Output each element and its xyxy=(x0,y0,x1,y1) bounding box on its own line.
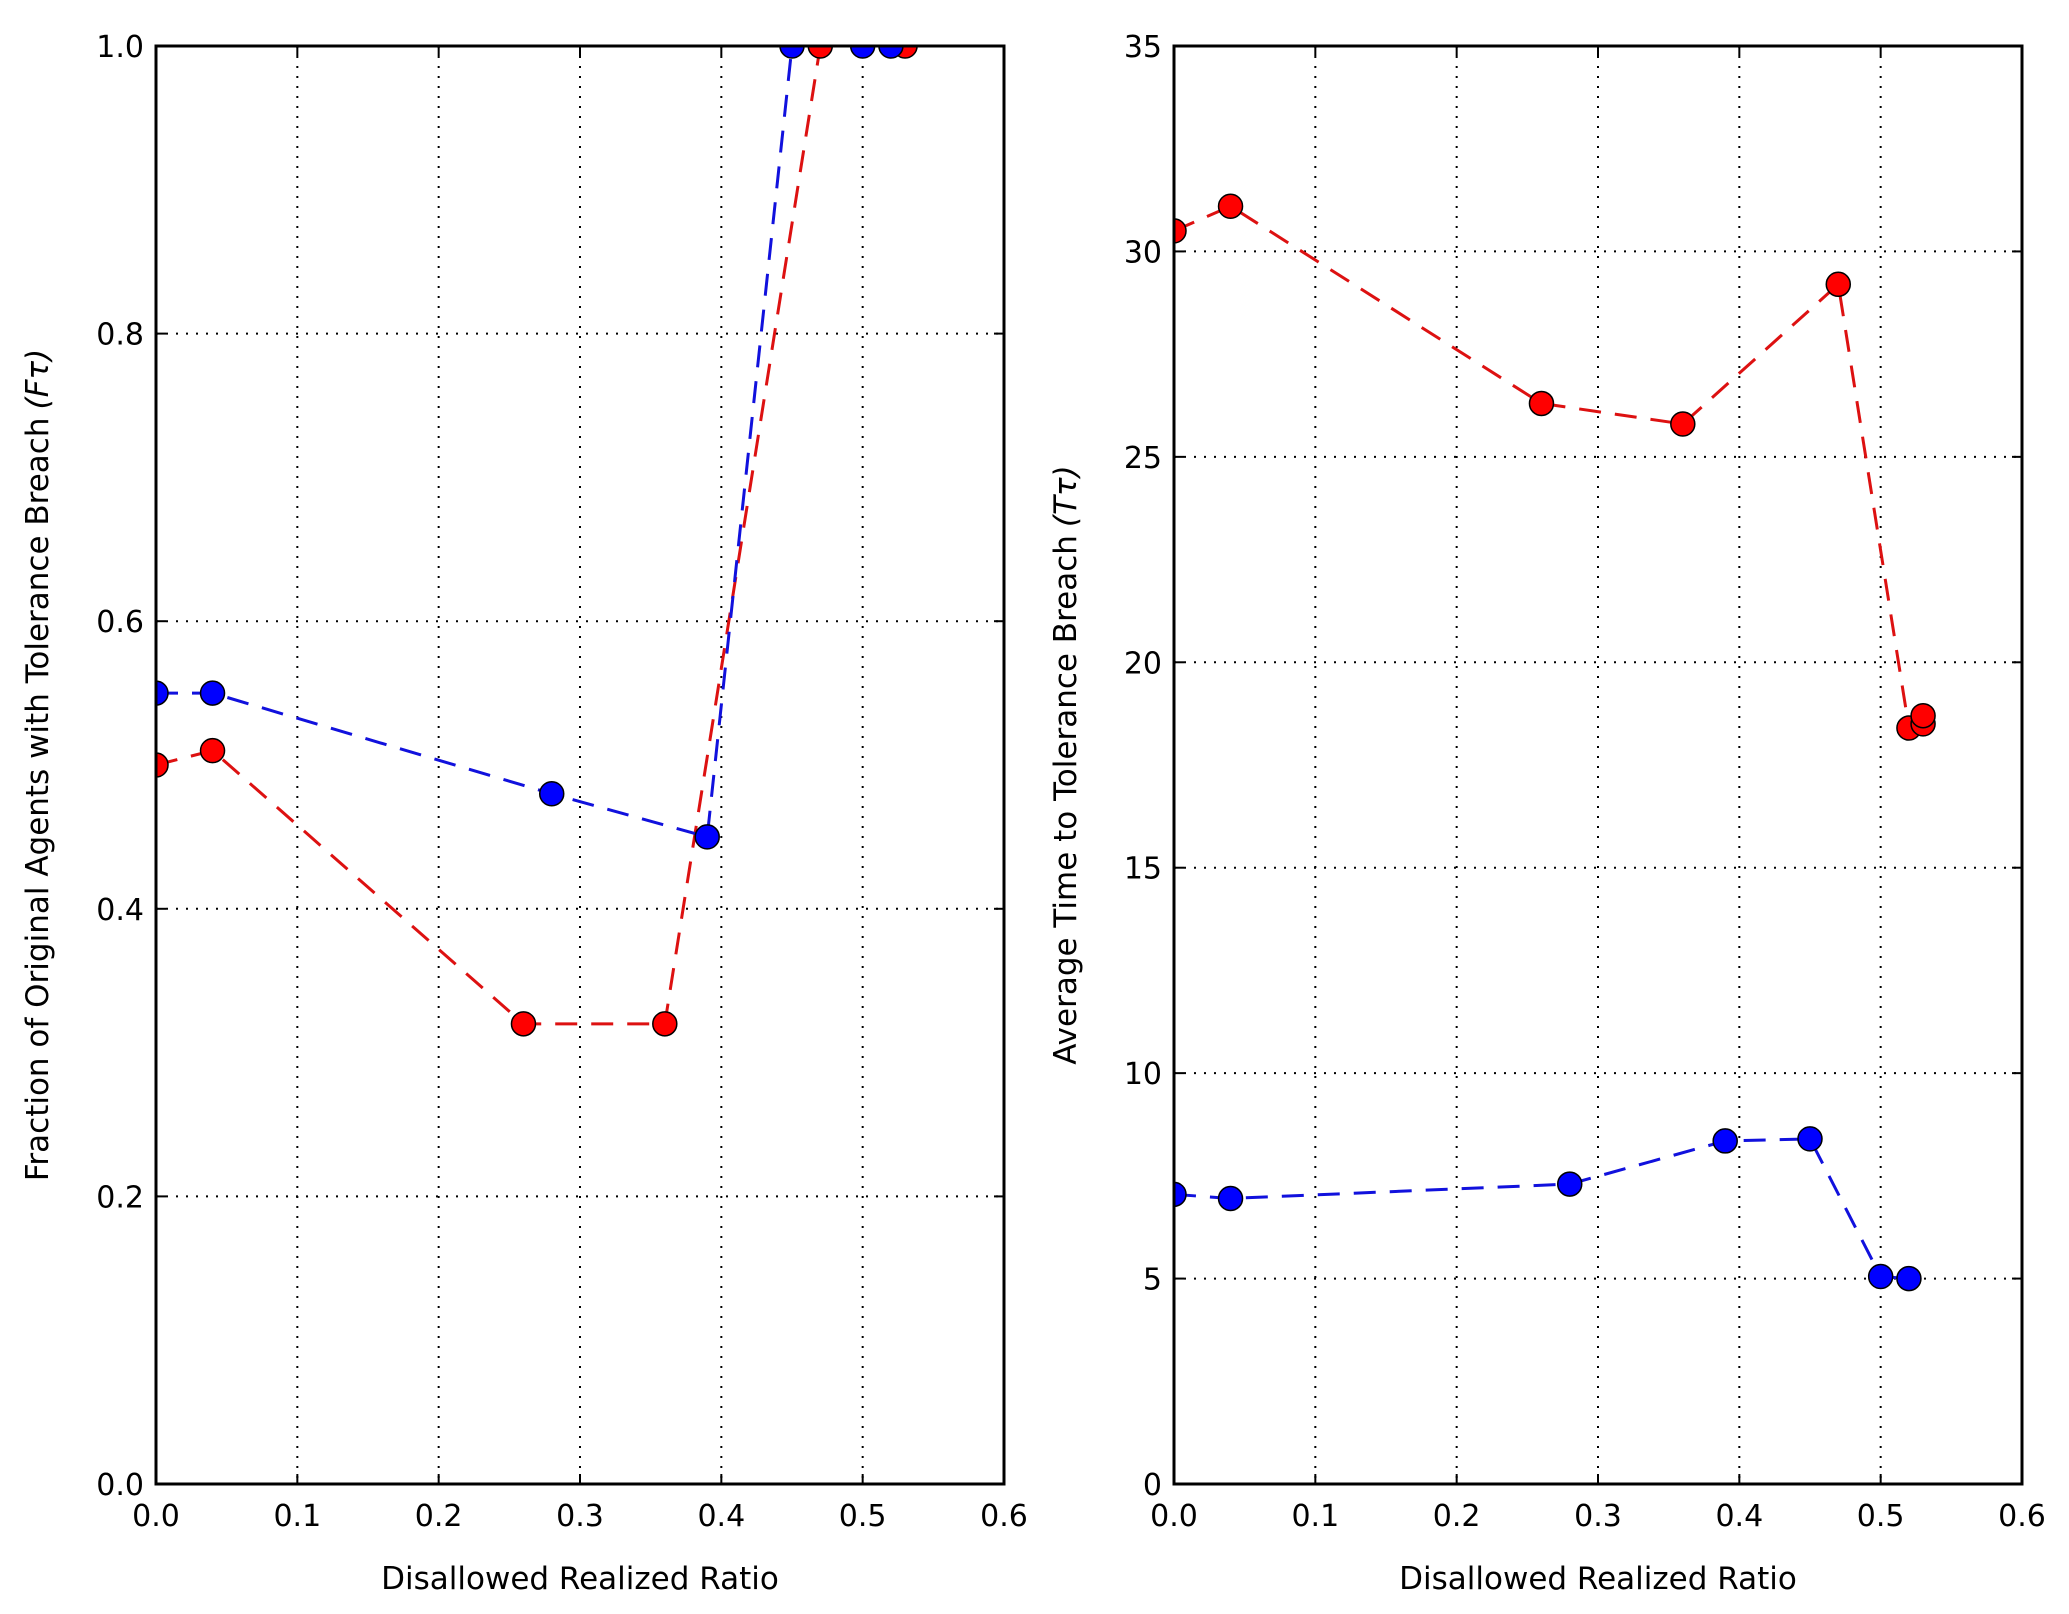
y-tick-label: 20 xyxy=(1124,646,1162,681)
y-tick-label: 0.0 xyxy=(96,1468,144,1503)
data-point-blue xyxy=(1556,1171,1583,1197)
data-point-red xyxy=(510,1011,537,1037)
x-tick-label: 0.6 xyxy=(1998,1499,2046,1534)
x-tick-label: 0.0 xyxy=(132,1499,180,1534)
data-point-red xyxy=(1825,271,1852,298)
x-axis-label: Disallowed Realized Ratio xyxy=(381,1561,779,1597)
x-tick-label: 0.5 xyxy=(1857,1499,1905,1534)
data-point-blue xyxy=(779,46,805,59)
y-axis-label: Fraction of Original Agents with Toleran… xyxy=(20,349,56,1181)
axes-frame xyxy=(1172,44,2024,1486)
x-tick-label: 0.4 xyxy=(697,1499,745,1534)
data-point-red xyxy=(199,737,226,764)
panel-fraction-breach: 0.0 0.1 0.2 0.3 0.4 0.5 0.6 0.0 0.2 0.4 0.6 0.8 1.0 D… xyxy=(20,30,1028,1597)
y-axis-label-text: Average Time to Tolerance Breach xyxy=(1048,535,1084,1065)
y-tick-label: 15 xyxy=(1124,852,1162,887)
data-point-blue xyxy=(694,824,720,850)
y-tick-label: 0.8 xyxy=(96,318,144,353)
y-tick-label: 0.4 xyxy=(96,893,144,928)
y-tick-label: 30 xyxy=(1124,235,1162,270)
x-tick-label: 0.1 xyxy=(273,1499,321,1534)
data-point-blue xyxy=(1712,1128,1738,1154)
data-point-blue xyxy=(199,680,226,706)
y-axis-label-symbol: (Tτ) xyxy=(1048,465,1084,527)
data-point-blue xyxy=(878,46,904,59)
data-point-blue xyxy=(849,46,876,59)
x-axis-label: Disallowed Realized Ratio xyxy=(1399,1561,1797,1597)
panel-time-to-breach: 0.0 0.1 0.2 0.3 0.4 0.5 0.6 0 5 10 15 20 25 30 35 Disal… xyxy=(1048,30,2046,1597)
y-axis-label-symbol: (Fτ) xyxy=(20,349,56,410)
data-point-red xyxy=(1910,702,1936,729)
data-point-blue xyxy=(1174,1181,1187,1208)
y-tick-label: 1.0 xyxy=(96,30,144,65)
x-tick-label: 0.4 xyxy=(1715,1499,1763,1534)
data-point-blue xyxy=(1867,1263,1894,1290)
data-point-red xyxy=(156,752,169,778)
data-point-red xyxy=(652,1011,678,1037)
x-tick-label: 0.2 xyxy=(1433,1499,1481,1534)
y-tick-label: 0.6 xyxy=(96,605,144,640)
plot-area xyxy=(1174,193,1936,1292)
data-point-blue xyxy=(538,781,565,807)
data-point-red xyxy=(807,46,834,59)
data-point-blue xyxy=(1797,1126,1823,1152)
y-tick-label: 0 xyxy=(1143,1468,1162,1503)
y-tick-label: 5 xyxy=(1143,1263,1162,1298)
x-tick-label: 0.0 xyxy=(1150,1499,1198,1534)
plot-area xyxy=(156,46,918,1037)
axes-frame xyxy=(154,44,1006,1486)
y-tick-label: 35 xyxy=(1124,30,1162,65)
x-tick-label: 0.1 xyxy=(1291,1499,1339,1534)
x-tick-label: 0.6 xyxy=(980,1499,1028,1534)
data-point-blue xyxy=(1217,1185,1244,1212)
data-point-blue xyxy=(1896,1265,1922,1292)
y-axis-label-text: Fraction of Original Agents with Toleran… xyxy=(20,418,56,1182)
x-tick-label: 0.5 xyxy=(839,1499,887,1534)
data-point-red xyxy=(1670,411,1696,437)
y-axis-label: Average Time to Tolerance Breach (Tτ) xyxy=(1048,465,1084,1064)
x-tick-label: 0.3 xyxy=(556,1499,604,1534)
data-point-red xyxy=(1528,390,1555,417)
data-point-red xyxy=(1174,218,1187,244)
y-tick-label: 0.2 xyxy=(96,1180,144,1215)
data-point-red xyxy=(1217,193,1244,219)
y-tick-label: 10 xyxy=(1124,1057,1162,1092)
y-tick-label: 25 xyxy=(1124,441,1162,476)
data-point-blue xyxy=(156,680,169,706)
x-tick-label: 0.3 xyxy=(1574,1499,1622,1534)
x-tick-label: 0.2 xyxy=(415,1499,463,1534)
